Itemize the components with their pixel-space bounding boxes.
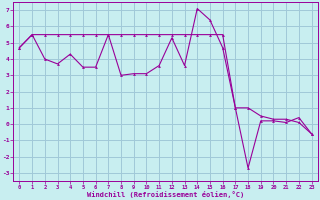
X-axis label: Windchill (Refroidissement éolien,°C): Windchill (Refroidissement éolien,°C) <box>87 191 244 198</box>
